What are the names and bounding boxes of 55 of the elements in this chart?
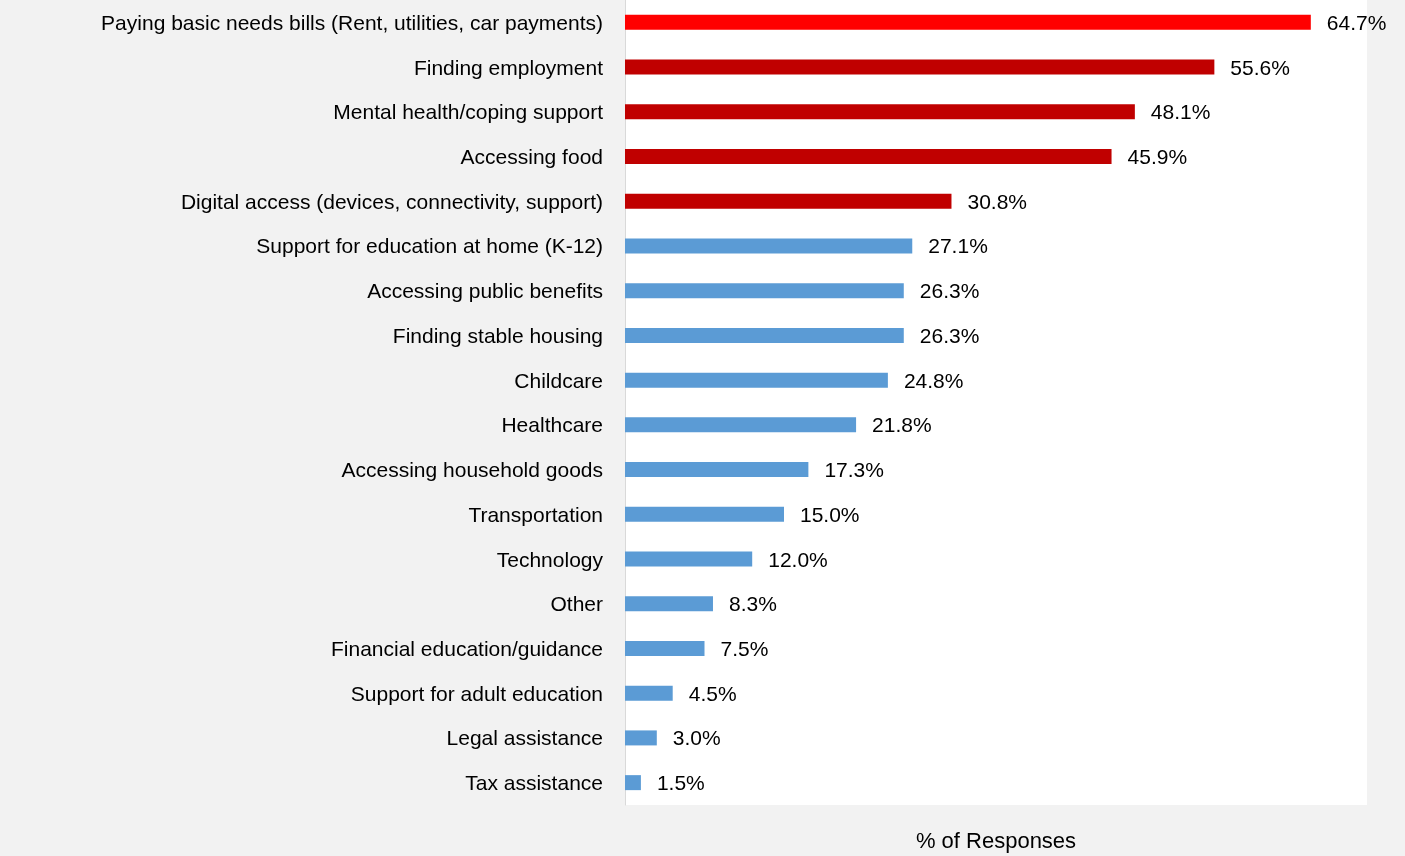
bar bbox=[625, 462, 809, 478]
y-tick-label: Other bbox=[550, 592, 603, 616]
bar bbox=[625, 327, 904, 343]
bar bbox=[625, 685, 673, 701]
bar bbox=[625, 104, 1135, 120]
data-label: 3.0% bbox=[672, 726, 721, 750]
bar bbox=[625, 283, 904, 299]
y-tick-label: Support for education at home (K-12) bbox=[256, 234, 603, 258]
bar bbox=[625, 238, 913, 254]
bar bbox=[625, 775, 641, 791]
data-label: 21.8% bbox=[872, 413, 932, 437]
y-tick-label: Finding stable housing bbox=[392, 323, 603, 347]
y-tick-label: Healthcare bbox=[501, 413, 603, 437]
data-label: 4.5% bbox=[688, 681, 737, 705]
y-tick-label: Childcare bbox=[514, 368, 603, 392]
data-label: 30.8% bbox=[967, 189, 1028, 213]
data-label: 48.1% bbox=[1150, 100, 1211, 124]
data-label: 7.5% bbox=[720, 636, 769, 660]
data-label: 45.9% bbox=[1127, 145, 1188, 169]
data-label: 12.0% bbox=[768, 547, 828, 571]
data-label: 8.3% bbox=[728, 592, 777, 616]
bar bbox=[625, 59, 1215, 75]
data-label: 1.5% bbox=[656, 771, 705, 795]
data-label: 55.6% bbox=[1230, 55, 1290, 79]
data-label: 64.7% bbox=[1326, 10, 1387, 34]
y-tick-label: Mental health/coping support bbox=[333, 100, 604, 124]
bar bbox=[625, 372, 888, 388]
y-tick-label: Financial education/guidance bbox=[330, 636, 603, 660]
bar bbox=[625, 14, 1311, 30]
y-tick-label: Accessing food bbox=[460, 145, 603, 169]
bar bbox=[625, 417, 857, 433]
y-tick-label: Accessing public benefits bbox=[367, 279, 603, 303]
bar bbox=[625, 193, 952, 209]
data-label: 26.3% bbox=[919, 279, 980, 303]
data-label: 17.3% bbox=[824, 458, 884, 482]
data-label: 27.1% bbox=[928, 234, 988, 258]
y-tick-label: Digital access (devices, connectivity, support) bbox=[180, 189, 603, 213]
bar bbox=[625, 506, 784, 522]
data-label: 24.8% bbox=[903, 368, 964, 392]
bar bbox=[625, 149, 1112, 165]
y-tick-label: Paying basic needs bills (Rent, utilities, car payments) bbox=[101, 10, 603, 34]
x-axis-title: % of Responses bbox=[915, 827, 1077, 853]
y-tick-label: Tax assistance bbox=[465, 771, 603, 795]
y-tick-label: Transportation bbox=[468, 502, 603, 526]
y-tick-label: Legal assistance bbox=[446, 726, 603, 750]
data-label: 15.0% bbox=[800, 502, 860, 526]
bar bbox=[625, 640, 705, 656]
bar bbox=[625, 730, 657, 746]
y-tick-label: Technology bbox=[496, 547, 604, 571]
y-tick-label: Finding employment bbox=[413, 55, 604, 79]
y-tick-label: Support for adult education bbox=[350, 681, 603, 705]
y-tick-label: Accessing household goods bbox=[341, 458, 603, 482]
bar bbox=[625, 551, 753, 567]
data-label: 26.3% bbox=[919, 323, 980, 347]
bar bbox=[625, 596, 713, 612]
